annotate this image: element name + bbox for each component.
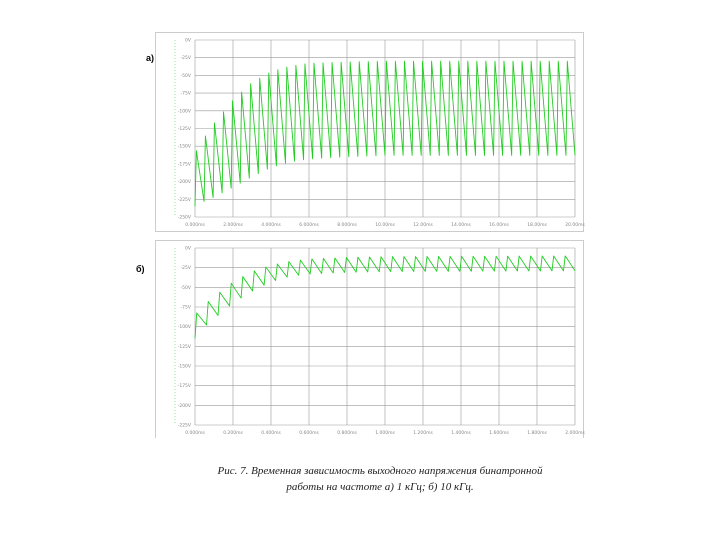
x-tick-label: 16.00ms: [489, 222, 509, 228]
x-tick-label: 10.00ms: [375, 222, 395, 228]
y-tick-label: -75V: [181, 305, 192, 311]
x-tick-label: 0.600ms: [299, 430, 319, 436]
y-tick-label: -150V: [178, 144, 192, 150]
x-tick-label: 8.000ms: [337, 222, 357, 228]
x-tick-label: 1.200ms: [413, 430, 433, 436]
y-tick-label: -25V: [181, 55, 192, 61]
caption-line-2: работы на частоте а) 1 кГц; б) 10 кГц.: [286, 481, 474, 493]
x-tick-label: 1.600ms: [489, 430, 509, 436]
y-tick-label: -250V: [178, 215, 192, 221]
y-tick-label: -100V: [178, 324, 192, 330]
y-tick-label: -125V: [178, 344, 192, 350]
y-tick-label: 0V: [185, 246, 192, 252]
y-tick-label: 0V: [185, 38, 192, 44]
chart-b: 0.000ms 0.200ms 0.400ms 0.600ms 0.800ms 1.000…: [155, 240, 585, 438]
x-tick-label: 4.000ms: [261, 222, 281, 228]
caption-line-1: Рис. 7. Временная зависимость выходного …: [217, 465, 543, 477]
x-tick-label: 18.00ms: [527, 222, 547, 228]
y-tick-label: -150V: [178, 364, 192, 370]
y-tick-label: -175V: [178, 161, 192, 167]
x-tick-label: 0.400ms: [261, 430, 281, 436]
y-tick-label: -50V: [181, 285, 192, 291]
y-tick-label: -225V: [178, 423, 192, 429]
y-tick-label: -125V: [178, 126, 192, 132]
panel-label-a: а): [146, 53, 155, 63]
chart-frame: [155, 32, 584, 232]
x-tick-label: 1.000ms: [375, 430, 395, 436]
y-tick-label: -25V: [181, 265, 192, 271]
y-tick-label: -225V: [178, 197, 192, 203]
x-tick-label: 12.00ms: [413, 222, 433, 228]
x-tick-label: 0.000ms: [185, 430, 205, 436]
y-tick-label: -75V: [181, 91, 192, 97]
y-tick-label: -200V: [178, 179, 192, 185]
y-tick-label: -50V: [181, 73, 192, 79]
panel-label-b: б): [136, 264, 145, 274]
chart-frame: [155, 240, 584, 438]
x-tick-label: 0.000ms: [185, 222, 205, 228]
x-tick-label: 1.400ms: [451, 430, 471, 436]
x-tick-label: 6.000ms: [299, 222, 319, 228]
x-tick-label: 1.800ms: [527, 430, 547, 436]
x-tick-label: 14.00ms: [451, 222, 471, 228]
x-tick-label: 2.000ms: [223, 222, 243, 228]
figure-caption: Рис. 7. Временная зависимость выходного …: [160, 463, 600, 495]
y-tick-label: -200V: [178, 403, 192, 409]
chart-a: 0.000ms 2.000ms 4.000ms 6.000ms 8.000ms 10.00…: [155, 32, 585, 232]
x-tick-label: 2.000ms: [565, 430, 585, 436]
y-tick-label: -100V: [178, 108, 192, 114]
x-tick-label: 20.00ms: [565, 222, 585, 228]
y-tick-label: -175V: [178, 383, 192, 389]
voltage-trace: [194, 255, 576, 339]
voltage-trace: [194, 60, 576, 207]
x-tick-label: 0.200ms: [223, 430, 243, 436]
x-tick-label: 0.800ms: [337, 430, 357, 436]
